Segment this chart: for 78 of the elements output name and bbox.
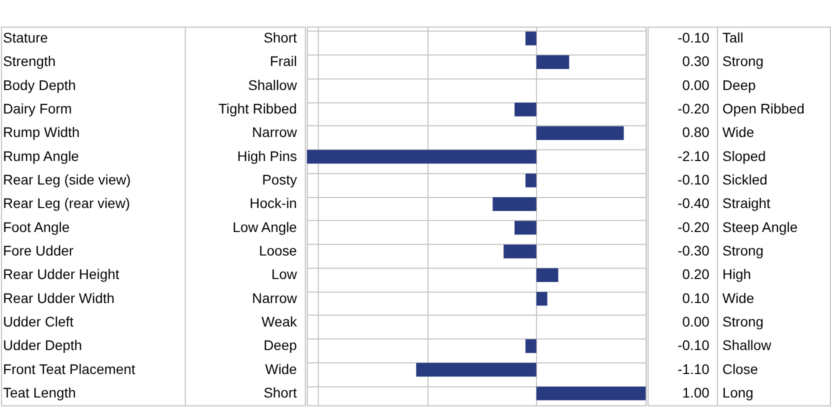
text: Strong (722, 242, 764, 258)
text: Short (264, 29, 298, 46)
text: Tall (722, 29, 744, 46)
y-tick-label: Rear Leg (rear view) (2, 195, 130, 212)
bar (525, 32, 536, 46)
text: Low (271, 266, 298, 282)
data-label: -1.10 (678, 360, 710, 377)
data-label: -0.40 (678, 195, 710, 212)
y-tick-label: Front Teat Placement (2, 360, 136, 377)
y-tick-label: Dairy Form (2, 100, 72, 116)
y-tick-label: Rear Leg (side view) (2, 171, 131, 188)
data-label: 1.00 (682, 384, 710, 400)
y-tick-label: Udder Cleft (2, 313, 74, 330)
text: Loose (258, 242, 298, 258)
data-label: -0.10 (678, 29, 710, 46)
text: Wide (722, 124, 754, 140)
bar (306, 150, 536, 164)
text: Open Ribbed (722, 100, 805, 116)
text: Wide (265, 360, 298, 377)
text: Narrow (252, 124, 298, 140)
text: Straight (722, 195, 771, 212)
data-label: 0.10 (682, 290, 710, 306)
bar (536, 386, 646, 400)
bar (416, 362, 536, 377)
text: Hock-in (250, 195, 297, 212)
y-tick-label: Rump Angle (2, 148, 80, 164)
data-label: 0.20 (682, 266, 710, 282)
text: Narrow (252, 290, 298, 306)
data-label: -0.20 (678, 218, 710, 235)
data-label: -0.10 (678, 171, 710, 188)
text: Weak (262, 313, 297, 330)
y-tick-label: Strength (2, 53, 56, 70)
data-label: 0.30 (682, 53, 710, 70)
y-tick-label: Rear Udder Width (2, 290, 115, 306)
text: Frail (270, 53, 297, 70)
text: Strong (722, 53, 764, 70)
text: Deep (722, 76, 756, 93)
text: High Pins (237, 148, 297, 164)
bar (536, 268, 558, 282)
bar (514, 102, 536, 116)
text: Wide (722, 290, 754, 306)
text: Steep Angle (722, 218, 798, 235)
y-tick-label: Rump Width (2, 124, 80, 140)
text: Shallow (248, 76, 298, 93)
bar (525, 174, 536, 188)
data-label: 0.00 (682, 76, 710, 93)
data-label: 0.00 (682, 313, 710, 330)
y-tick-label: Rear Udder Height (2, 266, 120, 282)
y-tick-label: Fore Udder (2, 242, 74, 258)
text: Strong (722, 313, 764, 330)
bar (525, 339, 536, 353)
y-tick-label: Udder Depth (2, 337, 82, 354)
text: Posty (262, 171, 297, 188)
bar (536, 292, 548, 306)
bar (536, 126, 624, 140)
text: Sickled (722, 171, 768, 188)
y-tick-label: Foot Angle (2, 218, 70, 235)
data-label: 0.80 (682, 124, 710, 140)
text: Deep (264, 337, 298, 354)
text: Shallow (722, 337, 772, 354)
y-tick-label: Stature (2, 29, 48, 46)
bar (514, 220, 536, 235)
bar (492, 197, 536, 211)
bar (504, 244, 536, 258)
y-tick-label: Teat Length (2, 384, 76, 400)
y-tick-label: Body Depth (2, 76, 76, 93)
data-label: -0.10 (678, 337, 710, 354)
text: Tight Ribbed (218, 100, 297, 116)
data-label: -0.30 (678, 242, 710, 258)
data-label: -2.10 (678, 148, 710, 164)
text: Long (722, 384, 754, 400)
bar (536, 55, 570, 69)
text: Sloped (722, 148, 766, 164)
text: Close (722, 360, 758, 377)
text: High (722, 266, 752, 282)
data-label: -0.20 (678, 100, 710, 116)
text: Low Angle (232, 218, 298, 235)
text: Short (264, 384, 298, 400)
